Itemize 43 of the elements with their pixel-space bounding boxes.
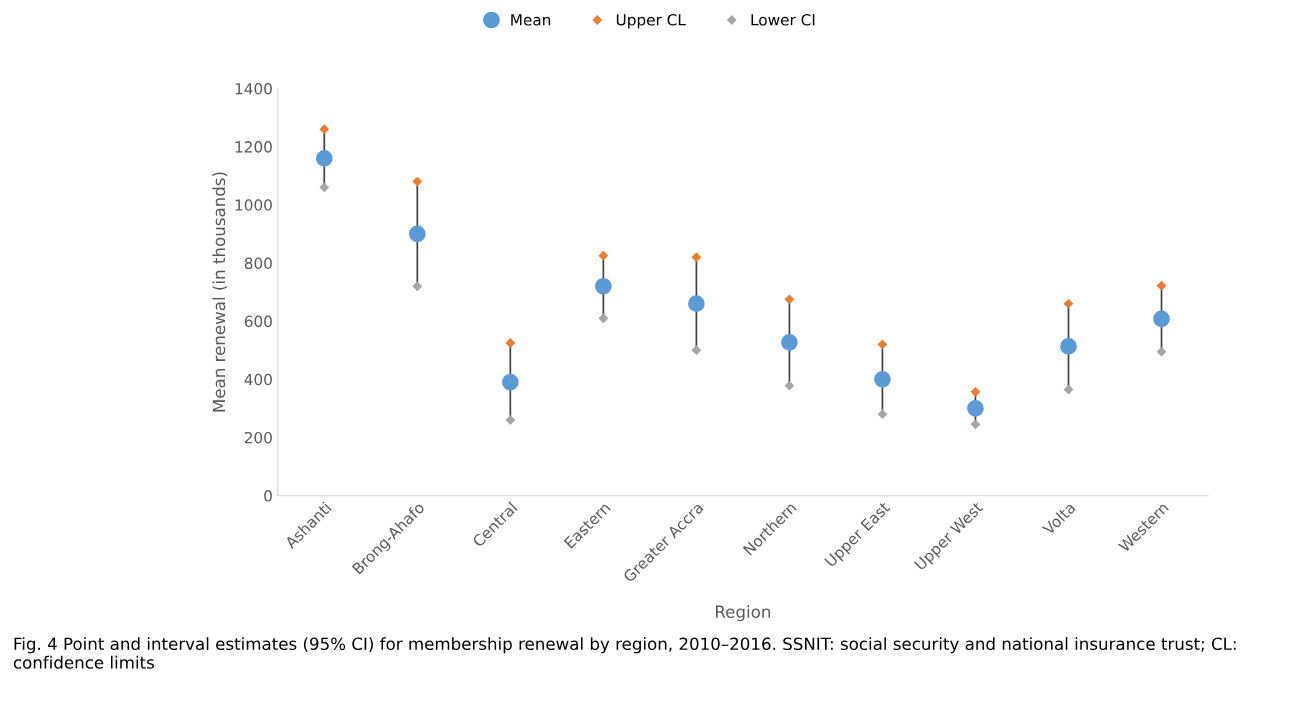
- point: [408, 225, 426, 243]
- point: [315, 149, 333, 167]
- point: [598, 313, 608, 323]
- point: [505, 415, 515, 425]
- point: [784, 294, 795, 304]
- point: [970, 419, 981, 429]
- legend-label: Upper CL: [616, 14, 686, 29]
- point: [595, 277, 612, 295]
- point: [319, 182, 329, 192]
- legend-label: Lower CI: [751, 14, 815, 26]
- point: [1153, 310, 1170, 328]
- point: [970, 387, 981, 397]
- y-tick-label: 800: [244, 257, 272, 269]
- point: [874, 370, 891, 388]
- point: [1156, 281, 1167, 291]
- point: [319, 124, 329, 134]
- y-axis-title: Mean renewal (in thousands): [212, 172, 228, 412]
- caption: Fig. 4 Point and interval estimates (95% CI) for membership renewal by region, 2010–2016. SSNIT: social security and national insurance trust; CL: confidence limits: [13, 637, 1236, 669]
- y-tick-label: 1200: [235, 141, 272, 153]
- point: [412, 176, 422, 187]
- point: [781, 334, 798, 351]
- point: [967, 400, 984, 417]
- point: [784, 381, 795, 391]
- y-tick-label: 400: [244, 373, 272, 386]
- x-axis-title: Region: [716, 605, 771, 622]
- point: [412, 281, 422, 291]
- point: [691, 252, 702, 262]
- point: [598, 251, 608, 261]
- point: [1060, 338, 1077, 355]
- point: [877, 409, 888, 419]
- point: [505, 338, 515, 348]
- y-tick-label: 1000: [235, 199, 272, 211]
- point: [1156, 347, 1167, 357]
- point: [691, 345, 702, 355]
- y-tick-label: 1400: [235, 82, 272, 95]
- y-tick-label: 600: [244, 315, 272, 328]
- point: [688, 295, 705, 313]
- y-tick-label: 200: [244, 431, 272, 444]
- point: [877, 339, 888, 350]
- point: [502, 373, 519, 391]
- y-tick-label: 0: [264, 490, 272, 502]
- legend-label: Mean: [511, 14, 551, 26]
- point: [1063, 299, 1074, 309]
